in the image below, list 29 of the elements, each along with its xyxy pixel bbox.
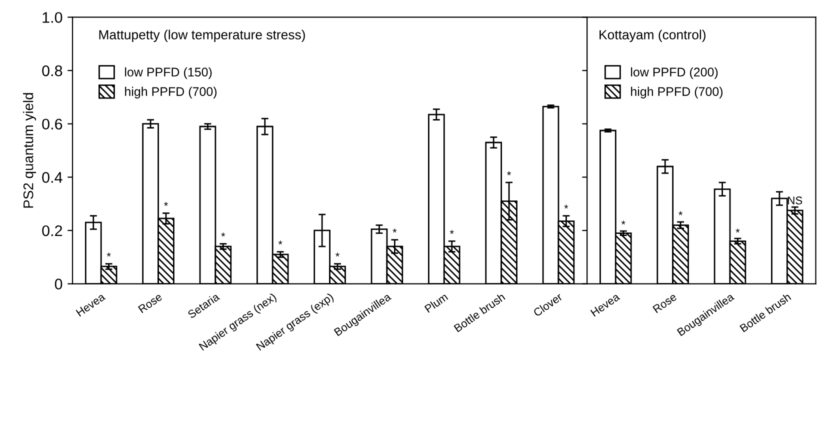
annotation: * <box>621 220 626 225</box>
y-tick-label: 0 <box>54 278 62 290</box>
text: Mattupetty (low temperature stress) <box>99 30 305 42</box>
legend-label: low PPFD (200) <box>631 67 718 79</box>
y-tick-label: 1.0 <box>42 12 62 23</box>
annotation: * <box>736 228 740 233</box>
y-tick-label: 0.6 <box>42 118 62 130</box>
legend-label: high PPFD (700) <box>631 86 722 98</box>
annotation: * <box>278 240 282 245</box>
y-tick-label: 0.8 <box>42 65 62 76</box>
y-tick-label: 0.2 <box>42 225 62 236</box>
legend-label: low PPFD (150) <box>125 67 212 79</box>
y-axis-title: PS2 quantum yield <box>23 93 36 208</box>
x-tick-label: Plum <box>424 292 448 313</box>
legend-label: high PPFD (700) <box>125 86 217 98</box>
annotation: * <box>507 171 512 176</box>
annotation: * <box>564 204 568 209</box>
annotation: * <box>221 232 226 237</box>
annotation: * <box>678 211 683 216</box>
annotation: NS <box>788 196 802 204</box>
x-tick-label: Rose <box>652 292 678 314</box>
annotation: * <box>450 230 454 234</box>
text: Kottayam (control) <box>600 30 706 42</box>
y-tick-label: 0.4 <box>42 172 62 183</box>
annotation: * <box>392 228 397 233</box>
annotation: * <box>164 202 168 206</box>
x-tick-label: Rose <box>138 292 163 314</box>
annotation: * <box>106 252 111 257</box>
annotation: * <box>336 252 340 257</box>
